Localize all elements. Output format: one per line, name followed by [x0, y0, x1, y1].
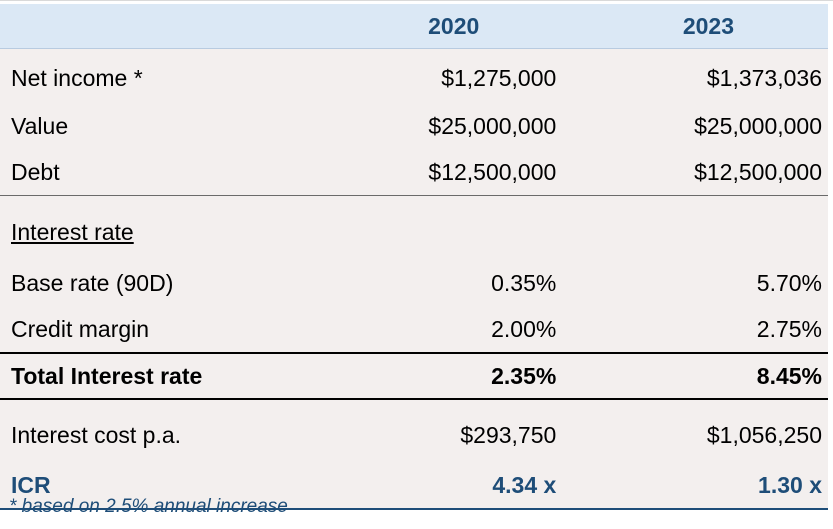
row-label[interactable]: Base rate (90D) — [0, 260, 327, 306]
table-row-credit-margin: Credit margin 2.00% 2.75% — [0, 306, 828, 353]
cell-2020[interactable]: 4.34 x — [326, 462, 557, 509]
row-label[interactable]: Debt — [0, 149, 327, 196]
table-row-base-rate: Base rate (90D) 0.35% 5.70% — [0, 260, 828, 306]
header-2023[interactable]: 2023 — [556, 4, 828, 49]
cell-2020[interactable]: $12,500,000 — [326, 149, 557, 196]
table-row-interest-cost: Interest cost p.a. $293,750 $1,056,250 — [0, 399, 828, 462]
table-row-net-income: Net income * $1,275,000 $1,373,036 — [0, 48, 828, 103]
cell-2023[interactable] — [556, 195, 828, 260]
cell-2023[interactable]: $12,500,000 — [556, 149, 828, 196]
header-2020[interactable]: 2020 — [326, 4, 557, 49]
row-label[interactable]: Interest cost p.a. — [0, 399, 327, 462]
table-row-icr: ICR 4.34 x 1.30 x — [0, 462, 828, 509]
cell-2020[interactable]: 2.35% — [326, 352, 557, 400]
cell-2020[interactable]: $1,275,000 — [326, 48, 557, 103]
row-label[interactable]: Total Interest rate — [0, 352, 327, 400]
table-header-row: 2020 2023 — [0, 4, 828, 49]
row-label[interactable]: Value — [0, 103, 327, 149]
cell-2023[interactable]: $25,000,000 — [556, 103, 828, 149]
cell-2020[interactable]: 0.35% — [326, 260, 557, 306]
header-empty-cell[interactable] — [0, 4, 327, 49]
table-row-total-interest-rate: Total Interest rate 2.35% 8.45% — [0, 352, 828, 400]
table-row-debt: Debt $12,500,000 $12,500,000 — [0, 149, 828, 196]
row-label[interactable]: ICR — [0, 462, 327, 509]
table-row-value: Value $25,000,000 $25,000,000 — [0, 103, 828, 149]
cell-2023[interactable]: $1,373,036 — [556, 48, 828, 103]
cell-2023[interactable]: 2.75% — [556, 306, 828, 353]
footnote[interactable]: * based on 2.5% annual increase — [9, 496, 288, 517]
row-label[interactable]: Net income * — [0, 48, 327, 103]
cell-2023[interactable]: 5.70% — [556, 260, 828, 306]
financial-table: 2020 2023 Net income * $1,275,000 $1,373… — [0, 4, 828, 510]
section-heading: Interest rate — [11, 218, 134, 245]
cell-2023[interactable]: 1.30 x — [556, 462, 828, 509]
cell-2020[interactable]: $25,000,000 — [326, 103, 557, 149]
cell-2023[interactable]: 8.45% — [556, 352, 828, 400]
row-label[interactable]: Credit margin — [0, 306, 327, 353]
table-row-interest-rate-heading: Interest rate — [0, 195, 828, 260]
grid-line — [0, 0, 833, 5]
cell-2020[interactable] — [326, 195, 557, 260]
cell-2020[interactable]: 2.00% — [326, 306, 557, 353]
cell-2020[interactable]: $293,750 — [326, 399, 557, 462]
cell-2023[interactable]: $1,056,250 — [556, 399, 828, 462]
row-label[interactable]: Interest rate — [0, 195, 327, 260]
